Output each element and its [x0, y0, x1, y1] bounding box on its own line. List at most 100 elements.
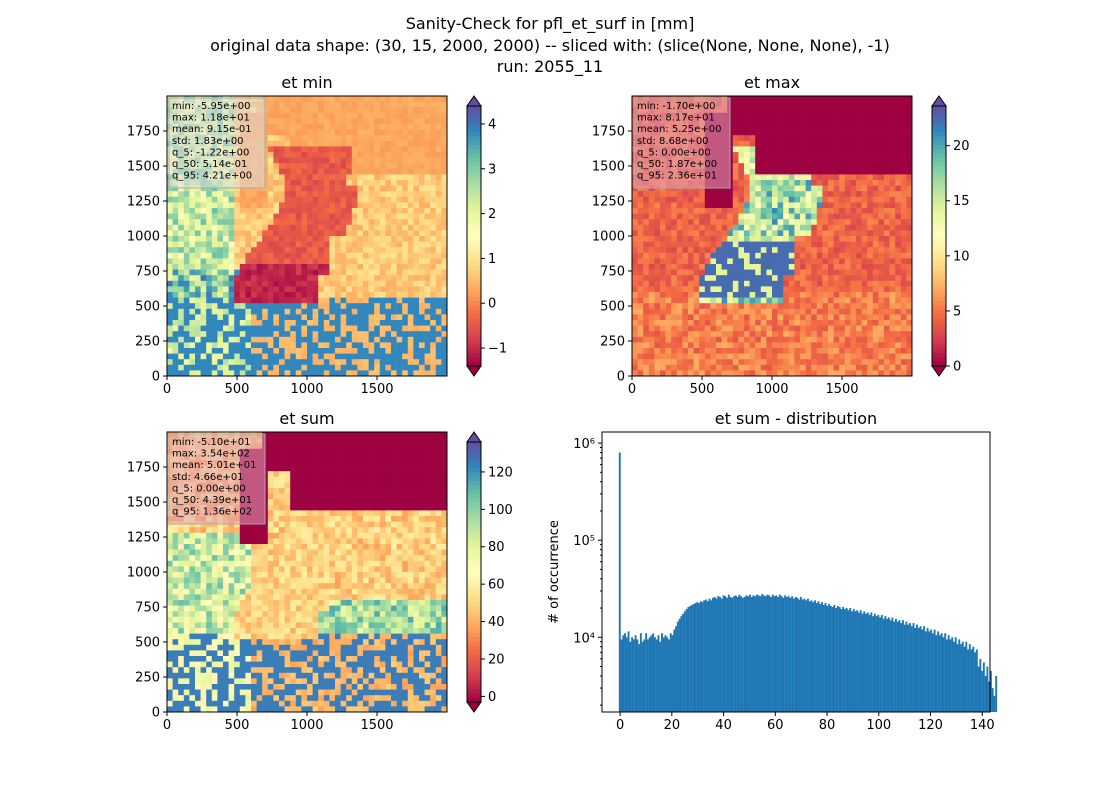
heatmap-cell: [872, 308, 879, 315]
heatmap-cell: [699, 258, 706, 265]
heatmap-cell: [312, 146, 319, 153]
heatmap-cell: [256, 236, 263, 242]
heatmap-cell: [301, 163, 308, 170]
heatmap-cell: [251, 264, 257, 270]
heatmap-cell: [833, 348, 840, 354]
heatmap-cell: [279, 213, 285, 220]
heatmap-cell: [245, 236, 252, 242]
heatmap-cell: [172, 236, 179, 242]
heatmap-cell: [430, 292, 437, 298]
heatmap-cell: [329, 107, 336, 114]
heatmap-cell: [766, 202, 773, 209]
heatmap-cell: [637, 191, 644, 198]
heatmap-cell: [844, 303, 851, 310]
heatmap-cell: [800, 292, 806, 298]
heatmap-cell: [178, 236, 185, 242]
heatmap-cell: [379, 157, 386, 164]
heatmap-cell: [844, 219, 851, 226]
heatmap-cell: [760, 292, 767, 298]
heatmap-cell: [323, 185, 330, 192]
heatmap-cell: [889, 320, 896, 326]
heatmap-cell: [178, 342, 185, 349]
heatmap-cell: [833, 124, 840, 130]
heatmap-cell: [744, 230, 750, 237]
heatmap-cell: [228, 314, 235, 321]
heatmap-cell: [738, 213, 745, 220]
heatmap-cell: [290, 314, 297, 321]
heatmap-cell: [783, 135, 790, 142]
heatmap-cell: [828, 325, 834, 332]
heatmap-cell: [688, 353, 694, 360]
heatmap-cell: [844, 325, 851, 332]
heatmap-cell: [783, 129, 790, 136]
heatmap-cell: [419, 219, 425, 226]
heatmap-cell: [340, 118, 347, 125]
heatmap-cell: [335, 314, 341, 321]
heatmap-cell: [794, 168, 801, 175]
heatmap-cell: [385, 269, 392, 276]
heatmap-cell: [889, 348, 896, 354]
heatmap-cell: [323, 118, 330, 125]
colorbar-segment: [467, 327, 481, 332]
heatmap-cell: [307, 129, 313, 136]
heatmap-cell: [396, 96, 403, 102]
heatmap-cell: [777, 224, 784, 231]
heatmap-cell: [749, 241, 756, 248]
heatmap-cell: [273, 331, 280, 338]
heatmap-cell: [340, 101, 347, 108]
heatmap-cell: [828, 124, 834, 130]
heatmap-cell: [632, 353, 638, 360]
heatmap-cell: [637, 325, 644, 332]
heatmap-cell: [760, 297, 767, 304]
heatmap-cell: [200, 224, 207, 231]
heatmap-cell: [738, 269, 745, 276]
heatmap-cell: [671, 359, 678, 366]
heatmap-cell: [732, 314, 739, 321]
heatmap-cell: [772, 320, 778, 326]
heatmap-cell: [732, 308, 739, 315]
heatmap-cell: [396, 196, 403, 203]
heatmap-cell: [374, 112, 381, 119]
heatmap-cell: [430, 213, 437, 220]
heatmap-cell: [307, 252, 313, 259]
heatmap-cell: [895, 292, 902, 298]
heatmap-cell: [632, 308, 638, 315]
heatmap-cell: [385, 286, 392, 293]
heatmap-cell: [335, 370, 341, 377]
heatmap-cell: [738, 336, 745, 343]
heatmap-cell: [441, 185, 448, 192]
heatmap-cell: [800, 275, 806, 282]
heatmap-cell: [312, 168, 319, 175]
heatmap-cell: [223, 269, 229, 276]
heatmap-cell: [273, 292, 280, 298]
heatmap-cell: [419, 325, 425, 332]
heatmap-cell: [772, 118, 778, 125]
heatmap-cell: [290, 157, 297, 164]
heatmap-cell: [351, 325, 358, 332]
heatmap-cell: [239, 364, 246, 371]
heatmap-cell: [654, 286, 661, 293]
heatmap-cell: [284, 364, 291, 371]
colorbar-segment: [467, 127, 481, 133]
heatmap-cell: [295, 342, 302, 349]
heatmap-cell: [391, 168, 397, 175]
heatmap-cell: [648, 292, 655, 298]
heatmap-cell: [374, 185, 381, 192]
heatmap-cell: [413, 325, 420, 332]
heatmap-cell: [312, 331, 319, 338]
heatmap-cell: [217, 370, 224, 377]
heatmap-cell: [755, 129, 762, 136]
heatmap-cell: [749, 196, 756, 203]
heatmap-cell: [732, 118, 739, 125]
heatmap-cell: [206, 342, 213, 349]
heatmap-cell: [643, 297, 650, 304]
heatmap-cell: [856, 152, 862, 158]
heatmap-cell: [828, 191, 834, 198]
heatmap-cell: [318, 236, 325, 242]
heatmap-cell: [766, 101, 773, 108]
heatmap-cell: [363, 275, 369, 282]
heatmap-cell: [391, 247, 397, 254]
heatmap-cell: [637, 320, 644, 326]
heatmap-cell: [828, 230, 834, 237]
heatmap-cell: [318, 241, 325, 248]
